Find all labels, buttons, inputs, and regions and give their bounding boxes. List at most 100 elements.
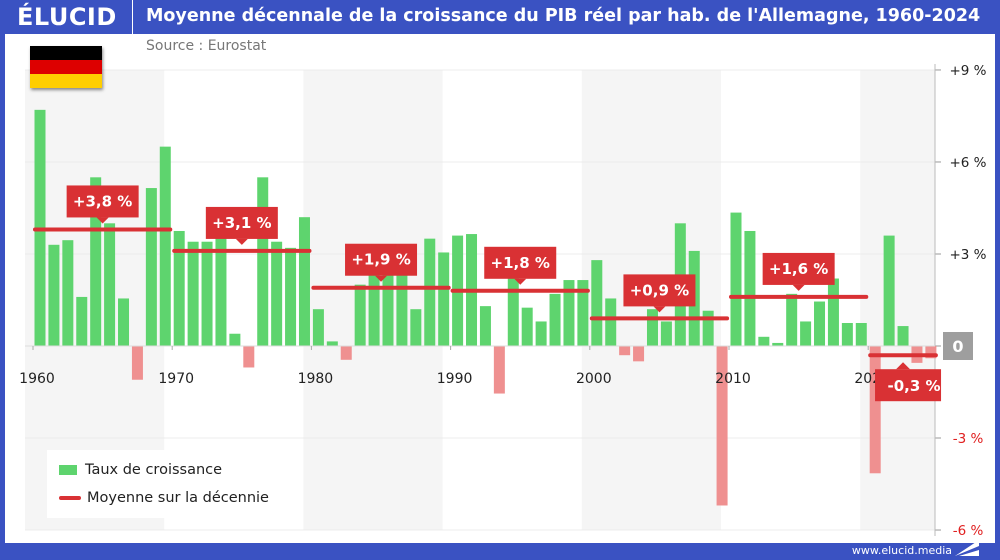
x-tick-label: 1960 <box>19 371 55 387</box>
x-tick-label: 1980 <box>298 371 334 387</box>
bar-2014 <box>786 293 798 346</box>
legend-label: Moyenne sur la décennie <box>87 490 269 506</box>
germany-flag-icon <box>30 46 102 88</box>
bar-1996 <box>535 321 547 346</box>
footer-url[interactable]: www.elucid.media <box>851 544 952 557</box>
label-pointer <box>792 284 805 291</box>
bar-1979 <box>298 217 310 346</box>
bar-2016 <box>814 301 826 346</box>
bar-2021 <box>883 235 895 346</box>
label-box <box>205 206 278 239</box>
bar-2010 <box>730 212 742 346</box>
bar-2002 <box>619 346 631 356</box>
y-tick-label: +9 % <box>949 63 986 79</box>
label-pointer <box>896 362 911 370</box>
bar-2000 <box>591 260 603 346</box>
bar-2017 <box>827 278 839 346</box>
bar-1994 <box>507 278 519 346</box>
bar-2013 <box>772 342 784 346</box>
bar-2015 <box>800 321 812 346</box>
legend-swatch-bar <box>59 465 77 475</box>
legend-label: Taux de croissance <box>85 462 223 478</box>
label-text: +1,8 % <box>491 254 550 272</box>
average-label-1980: +1,9 % <box>345 243 418 282</box>
label-pointer <box>514 278 527 285</box>
y-tick-label: -6 % <box>953 523 984 539</box>
bar-1964 <box>90 177 102 346</box>
bar-1970 <box>173 230 185 346</box>
bar-2001 <box>605 298 617 346</box>
label-text: +1,9 % <box>351 251 410 269</box>
label-text: +3,1 % <box>212 214 271 232</box>
label-box <box>623 274 696 307</box>
y-tick-label: +3 % <box>949 247 986 263</box>
bar-2009 <box>716 346 728 506</box>
label-pointer <box>96 217 109 224</box>
bar-2011 <box>744 230 756 346</box>
bar-1986 <box>396 275 408 346</box>
zero-badge <box>943 332 973 360</box>
bar-1983 <box>354 284 366 346</box>
label-box <box>762 252 835 285</box>
y-tick-label: 0 <box>952 337 963 356</box>
bar-1962 <box>62 240 74 346</box>
label-text: +0,9 % <box>630 281 689 299</box>
bar-1973 <box>215 237 227 346</box>
label-box <box>345 243 418 276</box>
bar-1984 <box>368 266 380 346</box>
average-label-2020: -0,3 % <box>875 362 942 402</box>
bar-1999 <box>577 280 589 346</box>
source-note: Source : Eurostat <box>146 38 267 54</box>
bar-1969 <box>159 146 171 346</box>
bar-1995 <box>521 307 533 346</box>
bar-2022 <box>897 326 909 346</box>
bar-1998 <box>563 280 575 346</box>
bar-2019 <box>855 322 867 346</box>
label-pointer <box>235 238 248 245</box>
average-label-2010: +1,6 % <box>762 252 835 291</box>
label-pointer <box>375 275 388 282</box>
label-box <box>875 369 942 402</box>
bar-2003 <box>633 346 645 362</box>
label-pointer <box>653 306 666 313</box>
bar-1992 <box>479 306 491 346</box>
label-box <box>484 246 557 279</box>
bar-1963 <box>76 296 88 346</box>
bar-1968 <box>145 188 157 346</box>
bar-1993 <box>493 346 505 394</box>
average-label-2000: +0,9 % <box>623 274 696 313</box>
bar-2024 <box>925 346 937 359</box>
average-label-1990: +1,8 % <box>484 246 557 285</box>
bar-1977 <box>271 241 283 346</box>
bar-1978 <box>285 247 297 346</box>
legend-swatch-line <box>59 496 81 500</box>
legend-item-line: Moyenne sur la décennie <box>59 484 269 512</box>
bar-1972 <box>201 241 213 346</box>
header-divider <box>132 0 133 34</box>
bar-1971 <box>187 241 199 346</box>
bar-1985 <box>382 275 394 346</box>
bar-1981 <box>326 341 338 346</box>
bar-1975 <box>243 346 255 368</box>
bar-2008 <box>702 310 714 346</box>
bar-1966 <box>118 298 130 346</box>
bar-1989 <box>438 252 450 346</box>
bar-2004 <box>646 309 658 346</box>
y-tick-label: +6 % <box>949 155 986 171</box>
bar-1982 <box>340 346 352 360</box>
legend-item-bars: Taux de croissance <box>59 456 269 484</box>
bar-1987 <box>410 309 422 346</box>
average-label-1960: +3,8 % <box>66 185 139 224</box>
label-text: -0,3 % <box>888 377 941 395</box>
bar-1961 <box>48 244 60 346</box>
y-tick-label: -3 % <box>953 431 984 447</box>
bar-1976 <box>257 177 269 346</box>
bar-2005 <box>660 321 672 346</box>
header: ÉLUCID Moyenne décennale de la croissanc… <box>0 0 1000 34</box>
label-text: +1,6 % <box>769 260 828 278</box>
x-tick-label: 1990 <box>437 371 473 387</box>
legend: Taux de croissance Moyenne sur la décenn… <box>47 450 281 518</box>
label-text: +3,8 % <box>73 192 132 210</box>
bar-2018 <box>841 322 853 346</box>
bar-1997 <box>549 293 561 346</box>
